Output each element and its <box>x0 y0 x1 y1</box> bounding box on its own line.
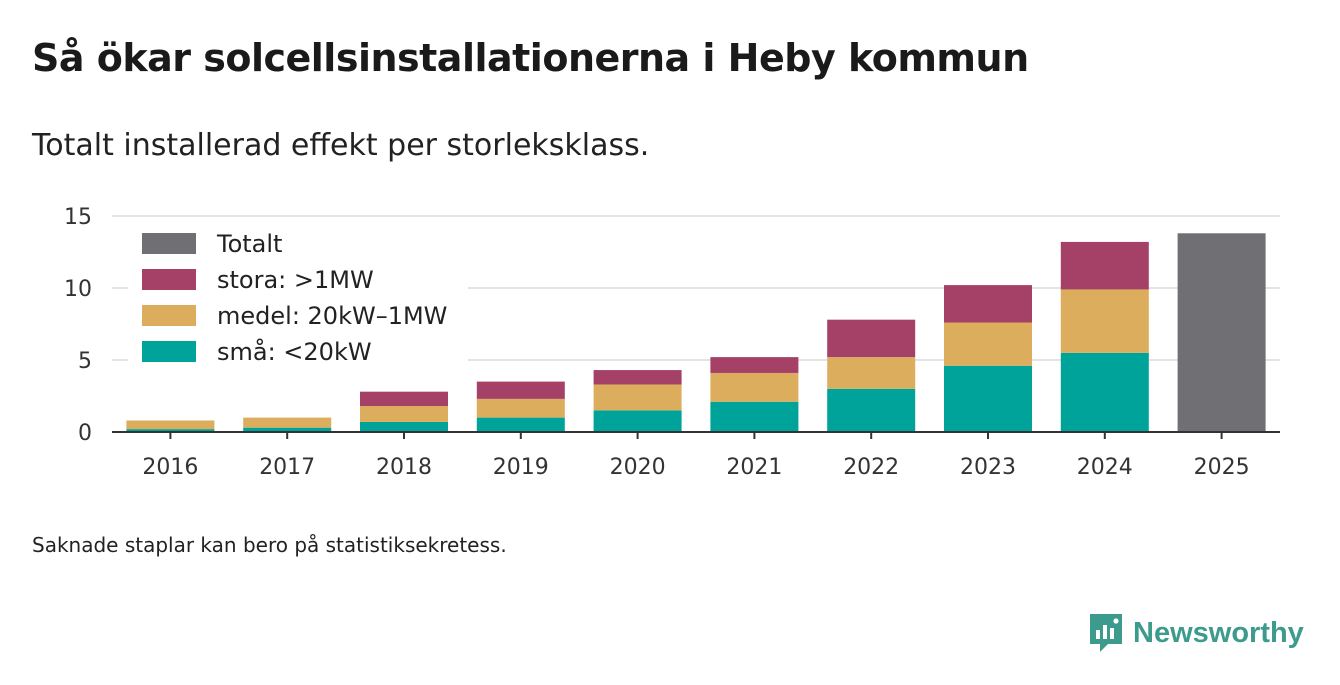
bar-stora-1mw-2018 <box>360 391 448 407</box>
bar-små-20kw-2022 <box>827 388 916 432</box>
legend-label-totalt: Totalt <box>216 230 282 258</box>
x-tick-label: 2018 <box>376 455 432 480</box>
x-tick-label: 2017 <box>259 455 315 480</box>
chart-title: Så ökar solcellsinstallationerna i Heby … <box>32 36 1029 80</box>
bar-medel-20kw-1mw-2019 <box>476 398 565 418</box>
bar-små-20kw-2024 <box>1060 352 1149 432</box>
bar-medel-20kw-1mw-2024 <box>1060 289 1149 353</box>
x-tick-label: 2016 <box>142 455 198 480</box>
bar-totalt-2025 <box>1177 233 1266 432</box>
bars <box>126 233 1266 432</box>
bar-medel-20kw-1mw-2020 <box>593 384 682 411</box>
bar-stora-1mw-2022 <box>827 319 916 358</box>
x-tick-label: 2023 <box>960 455 1016 480</box>
bar-medel-20kw-1mw-2022 <box>827 357 916 389</box>
bar-små-20kw-2023 <box>944 365 1032 432</box>
bar-medel-20kw-1mw-2016 <box>126 420 215 430</box>
bar-medel-20kw-1mw-2018 <box>360 406 448 422</box>
y-tick-label: 15 <box>64 205 92 230</box>
bar-små-20kw-2021 <box>710 401 799 432</box>
bar-små-20kw-2020 <box>593 410 682 432</box>
bar-små-20kw-2019 <box>476 417 565 432</box>
x-tick-label: 2024 <box>1077 455 1133 480</box>
legend-swatch-stora-1mw <box>142 269 196 290</box>
brand-name: Newsworthy <box>1133 616 1304 649</box>
bar-stora-1mw-2019 <box>476 381 565 399</box>
bar-medel-20kw-1mw-2021 <box>710 372 799 402</box>
bar-stora-1mw-2024 <box>1060 241 1149 290</box>
bar-små-20kw-2016 <box>126 429 215 432</box>
legend: Totalt stora: >1MW medel: 20kW–1MW små: <20… <box>128 222 468 380</box>
y-tick-label: 5 <box>78 349 92 374</box>
bar-medel-20kw-1mw-2017 <box>243 417 332 428</box>
newsworthy-logo-icon <box>1090 614 1122 652</box>
bar-stora-1mw-2020 <box>593 370 682 385</box>
x-tick-label: 2025 <box>1194 455 1250 480</box>
legend-label-medel-20kw-1mw: medel: 20kW–1MW <box>217 302 447 330</box>
x-tick-label: 2022 <box>843 455 899 480</box>
x-tick-label: 2021 <box>726 455 782 480</box>
legend-swatch-totalt <box>142 233 196 254</box>
x-tick-label: 2020 <box>610 455 666 480</box>
y-tick-label: 0 <box>78 421 92 446</box>
y-tick-label: 10 <box>64 277 92 302</box>
chart-subtitle: Totalt installerad effekt per storlekskl… <box>32 128 650 163</box>
legend-label-stora-1mw: stora: >1MW <box>217 266 374 294</box>
legend-swatch-medel-20kw-1mw <box>142 305 196 326</box>
bar-medel-20kw-1mw-2023 <box>944 322 1032 366</box>
legend-label-små-20kw: små: <20kW <box>217 337 372 366</box>
brand-logo: Newsworthy <box>1088 612 1304 654</box>
x-axis: 2016 2017 2018 2019 2020 2021 2022 2023 2024 2025 <box>112 431 1280 480</box>
footnote: Saknade staplar kan bero på statistiksek… <box>32 533 507 557</box>
bar-stora-1mw-2021 <box>710 357 799 373</box>
legend-swatch-små-20kw <box>142 341 196 362</box>
bar-små-20kw-2018 <box>360 421 448 432</box>
bar-små-20kw-2017 <box>243 427 332 432</box>
bar-stora-1mw-2023 <box>944 285 1032 323</box>
x-tick-label: 2019 <box>493 455 549 480</box>
y-axis: 0 5 10 15 <box>64 205 92 446</box>
